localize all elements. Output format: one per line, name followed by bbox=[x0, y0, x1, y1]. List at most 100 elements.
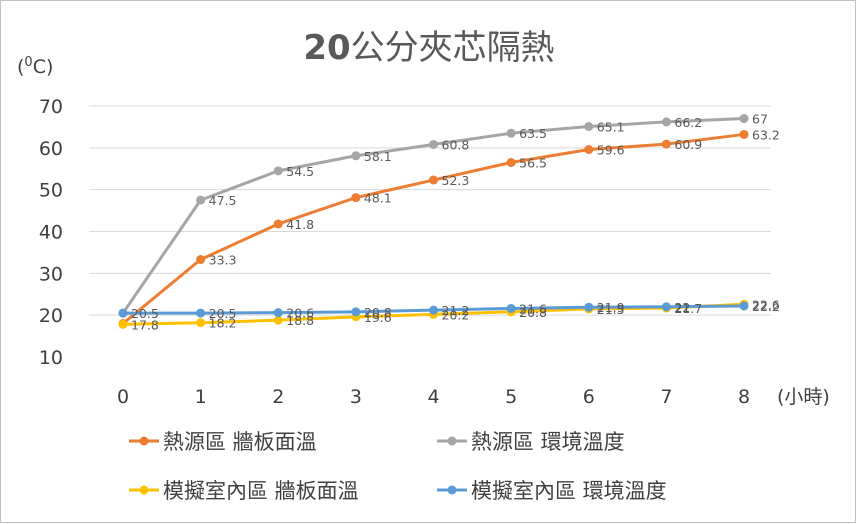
data-point bbox=[273, 219, 283, 229]
legend-label: 模擬室內區 牆板面溫 bbox=[163, 479, 359, 503]
data-label: 58.1 bbox=[364, 149, 392, 164]
data-label: 20.6 bbox=[286, 306, 314, 321]
legend-label: 熱源區 牆板面溫 bbox=[163, 430, 317, 454]
data-point bbox=[351, 307, 361, 317]
data-point bbox=[506, 303, 516, 313]
data-label: 22 bbox=[674, 300, 690, 315]
y-axis-unit-open: ( bbox=[17, 56, 24, 78]
series-1 bbox=[118, 129, 749, 329]
data-point bbox=[584, 121, 594, 131]
data-labels: 33.3 41.8 48.1 52.3 56.5 59.6 60.9 63.2 47.5 54.5… bbox=[131, 112, 780, 333]
data-label: 21.5 bbox=[597, 302, 625, 317]
x-tick-label: 7 bbox=[660, 386, 672, 408]
data-point bbox=[118, 319, 128, 329]
data-point bbox=[584, 302, 594, 312]
data-point bbox=[661, 117, 671, 127]
data-label: 17.8 bbox=[131, 317, 159, 332]
series-2 bbox=[118, 114, 749, 318]
x-axis-ticks: 0 1 2 3 4 5 6 7 8 bbox=[117, 386, 750, 408]
series-lines bbox=[118, 114, 749, 329]
y-tick-label: 60 bbox=[39, 138, 63, 160]
data-point bbox=[273, 308, 283, 318]
series-line bbox=[122, 132, 745, 325]
data-label: 22.2 bbox=[752, 299, 780, 314]
legend-marker bbox=[139, 436, 149, 446]
data-point bbox=[506, 157, 516, 167]
data-point bbox=[739, 129, 749, 139]
data-point bbox=[429, 139, 438, 149]
chart-title-number: 20 bbox=[303, 28, 350, 68]
legend-entry-2: 熱源區 環境溫度 bbox=[437, 430, 625, 454]
chart-title-text: 公分夾芯隔熱 bbox=[351, 28, 555, 68]
legend-label: 模擬室內區 環境溫度 bbox=[471, 479, 667, 503]
x-tick-label: 0 bbox=[117, 386, 129, 408]
data-label: 19.6 bbox=[364, 310, 392, 325]
data-point bbox=[739, 301, 749, 311]
data-label: 63.2 bbox=[752, 127, 780, 142]
legend-entry-1: 熱源區 牆板面溫 bbox=[129, 430, 317, 454]
data-point bbox=[661, 302, 671, 312]
data-label: 21.9 bbox=[597, 300, 625, 315]
data-point bbox=[196, 195, 206, 205]
series-4 bbox=[118, 301, 749, 318]
y-tick-label: 10 bbox=[39, 347, 63, 369]
data-point bbox=[739, 114, 749, 124]
y-axis-ticks: 10 20 30 40 50 60 70 bbox=[39, 96, 63, 369]
x-axis-unit-label: (小時) bbox=[777, 386, 830, 408]
data-point bbox=[506, 128, 516, 138]
y-tick-label: 30 bbox=[39, 263, 63, 285]
legend-marker bbox=[447, 436, 457, 446]
data-label: 33.3 bbox=[209, 253, 237, 268]
legend-entry-3: 模擬室內區 牆板面溫 bbox=[129, 479, 359, 503]
data-point bbox=[351, 193, 361, 203]
data-point bbox=[196, 318, 206, 328]
gridlines bbox=[89, 105, 771, 316]
y-tick-label: 70 bbox=[39, 96, 63, 118]
data-label: 66.2 bbox=[674, 115, 702, 130]
data-label: 47.5 bbox=[209, 193, 237, 208]
data-label: 20.8 bbox=[519, 305, 547, 320]
data-point bbox=[661, 139, 671, 149]
data-label: 52.3 bbox=[442, 173, 470, 188]
x-tick-label: 8 bbox=[738, 386, 750, 408]
x-tick-label: 4 bbox=[427, 386, 439, 408]
y-tick-label: 50 bbox=[39, 180, 63, 202]
data-label: 67 bbox=[752, 112, 768, 127]
data-label: 56.5 bbox=[519, 155, 547, 170]
legend-marker bbox=[447, 485, 457, 495]
data-label: 20.8 bbox=[364, 305, 392, 320]
data-label: 48.1 bbox=[364, 191, 392, 206]
y-tick-label: 20 bbox=[39, 305, 63, 327]
x-tick-label: 3 bbox=[350, 386, 362, 408]
data-label: 65.1 bbox=[597, 119, 625, 134]
data-point bbox=[429, 305, 438, 315]
legend-label: 熱源區 環境溫度 bbox=[471, 430, 625, 454]
data-point bbox=[351, 151, 361, 161]
data-point bbox=[584, 145, 594, 155]
x-tick-label: 5 bbox=[505, 386, 517, 408]
x-tick-label: 1 bbox=[195, 386, 207, 408]
y-tick-label: 40 bbox=[39, 222, 63, 244]
data-point bbox=[273, 315, 283, 325]
x-tick-label: 6 bbox=[583, 386, 595, 408]
data-label: 20.2 bbox=[442, 307, 470, 322]
data-label: 21.2 bbox=[442, 303, 470, 318]
data-point bbox=[429, 175, 438, 185]
data-label: 60.9 bbox=[674, 137, 702, 152]
data-label: 41.8 bbox=[286, 217, 314, 232]
data-label: 21.6 bbox=[519, 301, 547, 316]
x-tick-label: 2 bbox=[272, 386, 284, 408]
legend-marker bbox=[139, 485, 149, 495]
legend-entry-4: 模擬室內區 環境溫度 bbox=[437, 479, 667, 503]
data-label: 20.5 bbox=[131, 306, 159, 321]
data-label: 54.5 bbox=[286, 164, 314, 179]
data-point bbox=[196, 255, 206, 265]
data-label: 22.6 bbox=[752, 297, 780, 312]
data-point bbox=[273, 166, 283, 176]
data-label: 60.8 bbox=[442, 137, 470, 152]
y-axis-unit-rest: C) bbox=[33, 56, 54, 78]
data-point bbox=[118, 308, 128, 318]
